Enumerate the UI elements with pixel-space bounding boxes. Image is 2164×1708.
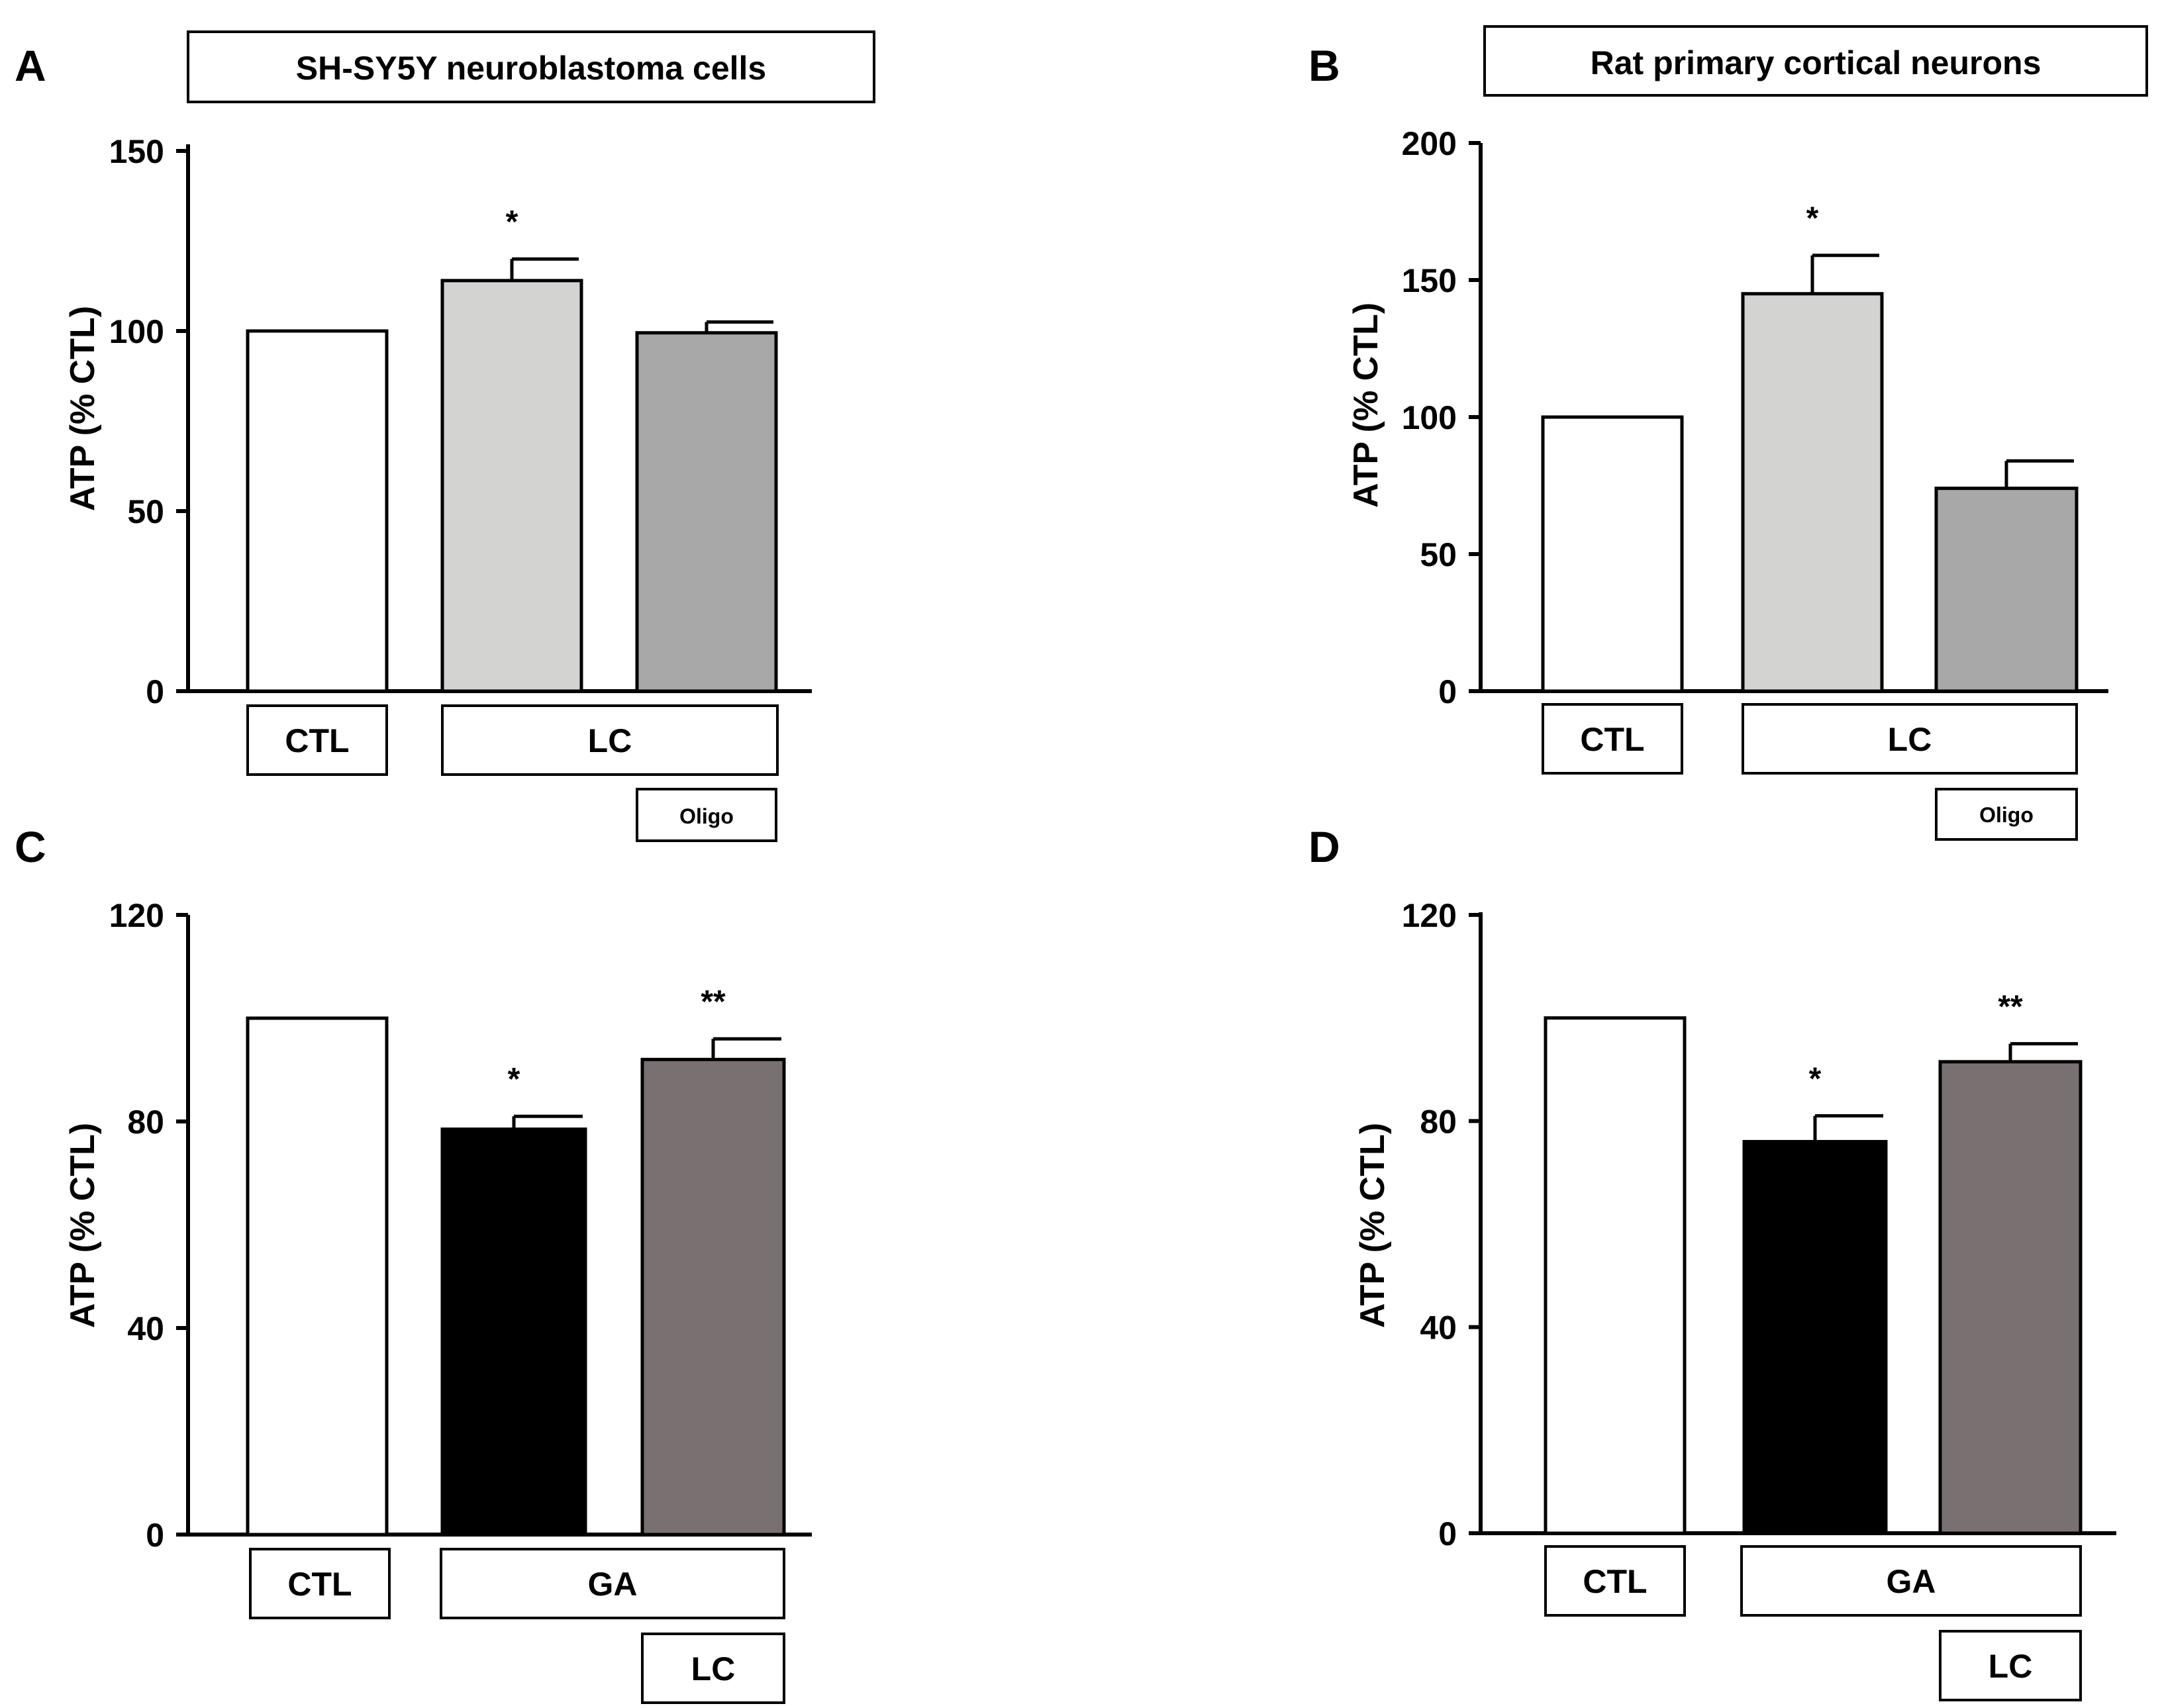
panel-c-ga-label: GA (588, 1566, 638, 1603)
panel-b-ytick-label: 200 (1402, 125, 1457, 162)
panel-b-bar (1934, 487, 2079, 693)
panel-d-lc-label: LC (1989, 1648, 2033, 1685)
panel-a-significance-label: * (506, 205, 518, 240)
panel-b-bar (1741, 292, 1884, 693)
panel-a-ytick-label: 100 (109, 313, 164, 350)
panel-a-ytick-label: 50 (127, 493, 164, 530)
panel-b-oligo-label: Oligo (1979, 803, 2034, 827)
panel-d-bar (1742, 1139, 1888, 1535)
panel-a-oligo-label: Oligo (679, 804, 734, 828)
panel-a-lc-box (441, 704, 779, 776)
panel-c-bar (440, 1127, 587, 1537)
panel-d-significance-label: ** (1998, 990, 2023, 1025)
panel-c-letter: C (15, 822, 46, 871)
panel-b-lc-box (1742, 703, 2078, 775)
panel-d-bars: *** (1544, 990, 2083, 1535)
panel-b: B Rat primary cortical neurons ATP (% CT… (1308, 25, 2148, 841)
panel-b-title-box (1483, 25, 2148, 97)
panel-a-bar (440, 279, 583, 693)
panel-c-bars: *** (246, 984, 786, 1537)
panel-c-significance-label: * (508, 1062, 520, 1097)
panel-d-ylabel: ATP (% CTL) (1353, 1123, 1392, 1328)
panel-b-letter: B (1308, 41, 1340, 90)
panel-d-bar (1544, 1016, 1687, 1535)
panel-a-ytick-label: 0 (146, 673, 164, 710)
panel-b-y-ticks: 0 50 100 150 200 (1402, 125, 1481, 710)
panel-c-ytick-label: 120 (109, 897, 164, 934)
panel-a-bar (635, 331, 778, 693)
panel-a-title-box (187, 30, 875, 103)
panel-d-ctl-label: CTL (1583, 1563, 1647, 1600)
panel-b-oligo-box (1935, 788, 2078, 841)
panel-d-ctl-box (1544, 1545, 1686, 1617)
panel-a-oligo-box (636, 788, 777, 842)
panel-b-ylabel: ATP (% CTL) (1347, 303, 1385, 508)
panel-a-ctl-box (246, 704, 388, 776)
panel-d-y-ticks: 0 40 80 120 (1402, 897, 1481, 1552)
panel-d-ytick-label: 40 (1420, 1309, 1457, 1347)
panel-c-lc-label: LC (691, 1650, 736, 1687)
panel-a-ytick-label: 150 (109, 133, 164, 170)
panel-d-ga-label: GA (1887, 1563, 1936, 1600)
panel-c-ylabel: ATP (% CTL) (64, 1123, 102, 1328)
panel-a-lc-label: LC (588, 722, 632, 759)
panel-b-bars: * (1541, 201, 2079, 693)
panel-d-ytick-label: 80 (1420, 1103, 1457, 1140)
panel-c-y-ticks: 0 40 80 120 (109, 897, 188, 1554)
panel-b-ytick-label: 150 (1402, 262, 1457, 299)
panel-c-lc-box (641, 1633, 785, 1704)
panel-b-lc-label: LC (1888, 721, 1932, 758)
panel-d-significance-label: * (1809, 1062, 1822, 1097)
panel-c-bar (640, 1057, 786, 1537)
panel-a-letter: A (15, 41, 46, 90)
panel-b-significance-label: * (1806, 201, 1819, 236)
panel-c-ga-box (440, 1548, 785, 1619)
panel-c-ytick-label: 80 (127, 1104, 164, 1141)
panel-a-bars: * (246, 205, 778, 693)
panel-d-ytick-label: 120 (1402, 897, 1457, 934)
panel-b-ytick-label: 50 (1420, 536, 1457, 573)
panel-b-title: Rat primary cortical neurons (1591, 44, 2041, 81)
panel-a-bar (246, 329, 389, 693)
panel-a: A SH-SY5Y neuroblastoma cells ATP (% CTL… (15, 30, 875, 842)
panel-a-y-ticks: 0 50 100 150 (109, 133, 188, 710)
panel-b-ctl-box (1542, 703, 1683, 775)
panel-c-bar (246, 1016, 389, 1537)
panel-a-ylabel: ATP (% CTL) (64, 306, 102, 511)
panel-a-ctl-label: CTL (285, 722, 349, 759)
panel-d-lc-box (1939, 1630, 2082, 1701)
panel-c-ytick-label: 0 (146, 1517, 164, 1554)
panel-c-ctl-box (249, 1548, 391, 1619)
panel-d-ytick-label: 0 (1438, 1515, 1457, 1552)
panel-b-ctl-label: CTL (1580, 721, 1644, 758)
panel-b-bar (1541, 415, 1684, 693)
panel-c-ytick-label: 40 (127, 1310, 164, 1347)
panel-b-ytick-label: 100 (1402, 399, 1457, 436)
panel-c-significance-label: ** (701, 984, 726, 1020)
panel-b-ytick-label: 0 (1438, 673, 1457, 710)
panel-c-ctl-label: CTL (287, 1566, 352, 1603)
panel-d-bar (1938, 1060, 2083, 1535)
panel-a-title: SH-SY5Y neuroblastoma cells (296, 50, 766, 87)
panel-d-letter: D (1308, 822, 1340, 871)
panel-d-ga-box (1740, 1545, 2082, 1617)
